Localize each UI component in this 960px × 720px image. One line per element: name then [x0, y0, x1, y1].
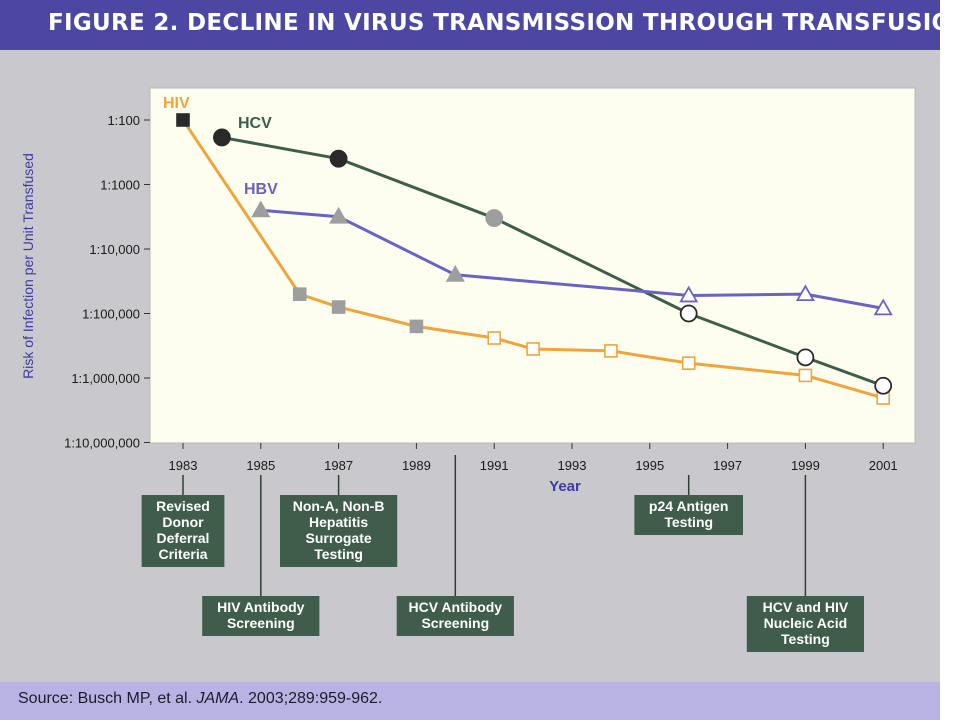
- y-tick-label: 1:1,000,000: [71, 371, 140, 386]
- data-point-marker: [331, 300, 346, 314]
- event-box-background: [202, 596, 320, 636]
- data-point-marker: [796, 348, 815, 367]
- data-point-marker: [873, 298, 893, 316]
- data-point-marker: [681, 356, 696, 370]
- x-axis-label: Year: [549, 478, 581, 495]
- data-point-marker: [795, 284, 815, 302]
- event-box-text: Revised: [156, 498, 210, 514]
- data-point-marker: [798, 368, 813, 383]
- data-point-marker: [409, 319, 424, 334]
- source-journal: JAMA: [196, 690, 240, 707]
- data-point-marker: [874, 376, 893, 395]
- source-footer: Source: Busch MP, et al. JAMA. 2003;289:…: [0, 682, 940, 720]
- x-tick-label: 1999: [791, 458, 820, 473]
- source-suffix: . 2003;289:959-962.: [239, 690, 383, 707]
- x-tick-label: 1987: [324, 458, 353, 473]
- event-box-text: Non-A, Non-B: [293, 498, 385, 514]
- y-axis-label: Risk of Infection per Unit Transfused: [20, 153, 36, 379]
- x-tick-label: 1995: [635, 458, 664, 473]
- event-box-text: HCV and HIV: [763, 599, 849, 615]
- data-point-marker: [604, 344, 618, 358]
- series-label-hiv: HIV: [163, 95, 190, 112]
- data-point-marker: [679, 285, 699, 303]
- data-point-marker: [176, 113, 190, 127]
- x-tick-label: 1993: [558, 458, 587, 473]
- series-line-hcv: [221, 135, 884, 388]
- right-margin-strip: [940, 0, 960, 720]
- event-box-text: HCV Antibody: [409, 599, 503, 615]
- y-tick-label: 1:10,000,000: [64, 436, 140, 451]
- data-point-marker: [212, 128, 231, 147]
- data-point-marker: [251, 200, 271, 218]
- figure-title: FIGURE 2. DECLINE IN VIRUS TRANSMISSION …: [48, 10, 960, 36]
- event-box-text: Screening: [421, 615, 489, 631]
- data-point-marker: [487, 331, 502, 345]
- event-box-text: Surrogate: [306, 530, 372, 546]
- event-box-text: Screening: [227, 615, 295, 631]
- x-tick-label: 1991: [480, 458, 509, 473]
- event-box-background: [634, 495, 743, 535]
- source-prefix: Source: Busch MP, et al.: [18, 690, 197, 707]
- data-point-marker: [526, 342, 540, 356]
- x-tick-label: 1989: [402, 458, 431, 473]
- data-point-marker: [329, 206, 349, 224]
- event-box-background: [746, 596, 864, 652]
- event-box-text: HIV Antibody: [217, 599, 305, 615]
- x-tick-label: 2001: [869, 458, 898, 473]
- data-point-marker: [329, 149, 348, 168]
- title-bar: FIGURE 2. DECLINE IN VIRUS TRANSMISSION …: [0, 0, 960, 50]
- y-tick-label: 1:1000: [100, 178, 140, 193]
- event-box-text: Deferral: [157, 530, 210, 546]
- event-box-text: p24 Antigen: [649, 498, 729, 514]
- x-tick-label: 1983: [169, 458, 198, 473]
- event-box-background: [280, 495, 398, 567]
- event-box-text: Criteria: [158, 546, 207, 562]
- plot-area: [149, 87, 916, 444]
- event-box-background: [141, 495, 225, 567]
- y-tick-label: 1:100,000: [82, 307, 140, 322]
- event-box-background: [396, 596, 514, 636]
- event-box-text: Testing: [664, 514, 713, 530]
- event-box-text: Testing: [781, 631, 830, 647]
- series-label-hcv: HCV: [238, 115, 272, 132]
- x-tick-label: 1985: [246, 458, 275, 473]
- y-tick-label: 1:100: [107, 113, 140, 128]
- series-line-hbv: [260, 208, 884, 310]
- event-box-text: Hepatitis: [309, 514, 368, 530]
- data-point-marker: [292, 287, 307, 301]
- event-box-text: Donor: [162, 514, 204, 530]
- series-line-hiv: [181, 119, 884, 400]
- source-citation: Source: Busch MP, et al. JAMA. 2003;289:…: [18, 690, 382, 708]
- event-box-text: Nucleic Acid: [764, 615, 848, 631]
- data-point-marker: [485, 209, 504, 227]
- event-box-text: Testing: [314, 546, 363, 562]
- data-point-marker: [679, 304, 698, 323]
- data-point-marker: [445, 264, 465, 282]
- x-tick-label: 1997: [713, 458, 742, 473]
- series-label-hbv: HBV: [244, 181, 278, 198]
- y-tick-label: 1:10,000: [89, 242, 140, 257]
